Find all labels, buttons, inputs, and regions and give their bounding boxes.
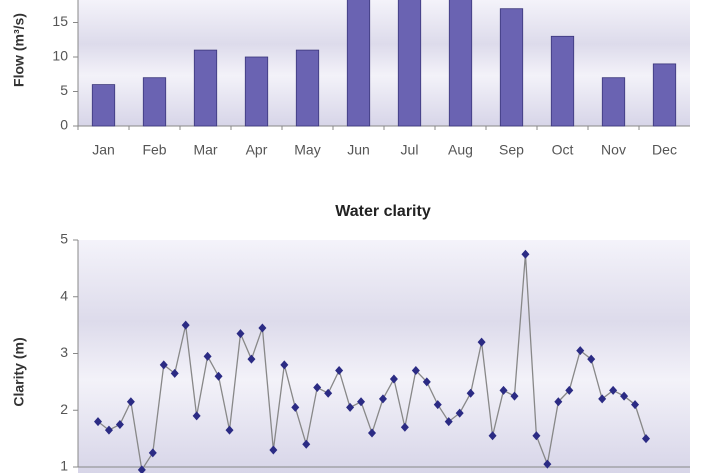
marker [94, 417, 102, 427]
marker [236, 329, 245, 339]
bar [346, 0, 371, 127]
marker [335, 366, 344, 376]
plot-background [78, 240, 690, 473]
bar [652, 63, 677, 127]
marker [368, 428, 376, 438]
marker [532, 431, 541, 441]
marker [192, 411, 201, 421]
marker [499, 385, 508, 395]
marker [203, 351, 212, 361]
marker [587, 354, 596, 364]
marker [389, 374, 398, 384]
marker [642, 434, 650, 444]
x-tick-label: Apr [246, 142, 268, 158]
y-tick-label: 10 [52, 48, 68, 64]
marker [269, 445, 278, 455]
marker [477, 337, 486, 347]
chart-title: Water clarity [335, 203, 431, 220]
x-tick-label: Jan [92, 142, 115, 158]
marker [488, 431, 497, 441]
marker [181, 320, 190, 330]
marker [565, 385, 574, 395]
bar [397, 0, 422, 127]
marker [598, 394, 607, 404]
marker [225, 425, 234, 435]
marker [609, 385, 618, 395]
y-tick-label: 4 [60, 287, 68, 303]
x-tick-label: Oct [552, 142, 574, 158]
marker [258, 323, 267, 333]
bar [142, 77, 167, 127]
y-tick-label: 15 [52, 13, 68, 29]
x-tick-label: Jun [347, 142, 370, 158]
y-axis-label: Flow (m³/s) [11, 13, 27, 87]
marker [104, 425, 113, 435]
marker [554, 397, 563, 407]
marker [466, 388, 475, 398]
marker [357, 397, 366, 407]
marker [400, 422, 409, 432]
x-tick-label: Mar [193, 142, 217, 158]
y-tick-label: 0 [60, 117, 68, 133]
marker [444, 417, 453, 427]
bar [91, 84, 116, 127]
x-tick-label: Nov [601, 142, 626, 158]
x-tick-label: Feb [142, 142, 166, 158]
bar [499, 8, 524, 127]
marker [543, 459, 552, 469]
x-tick-label: May [294, 142, 320, 158]
bar [601, 77, 626, 127]
marker [291, 402, 300, 412]
marker [126, 397, 135, 407]
plot-background [78, 0, 690, 126]
x-tick-label: Aug [448, 142, 473, 158]
marker [521, 249, 530, 259]
bar [550, 35, 575, 127]
marker [115, 419, 124, 429]
y-axis-label: Clarity (m) [11, 337, 27, 406]
marker [324, 388, 333, 398]
bar [448, 0, 473, 127]
marker [346, 402, 355, 412]
marker [576, 346, 585, 356]
marker [422, 377, 431, 387]
marker [214, 371, 223, 381]
marker [620, 391, 629, 401]
y-tick-label: 5 [60, 82, 68, 98]
x-tick-label: Jul [401, 142, 419, 158]
marker [313, 383, 322, 393]
bar [244, 56, 269, 127]
marker [170, 368, 179, 378]
x-tick-label: Sep [499, 142, 524, 158]
bar [193, 49, 218, 127]
marker [455, 408, 464, 418]
y-tick-label: 5 [60, 231, 68, 247]
y-tick-label: 3 [60, 344, 68, 360]
marker [411, 366, 420, 376]
marker [302, 439, 311, 449]
marker [631, 400, 640, 410]
marker [148, 448, 157, 458]
marker [378, 394, 387, 404]
marker [159, 360, 168, 370]
marker [247, 354, 256, 364]
y-tick-label: 1 [60, 458, 68, 473]
marker [510, 391, 519, 401]
marker [433, 400, 442, 410]
y-tick-label: 2 [60, 401, 68, 417]
x-tick-label: Dec [652, 142, 677, 158]
marker [280, 360, 289, 370]
bar [295, 49, 320, 127]
marker [137, 465, 146, 473]
